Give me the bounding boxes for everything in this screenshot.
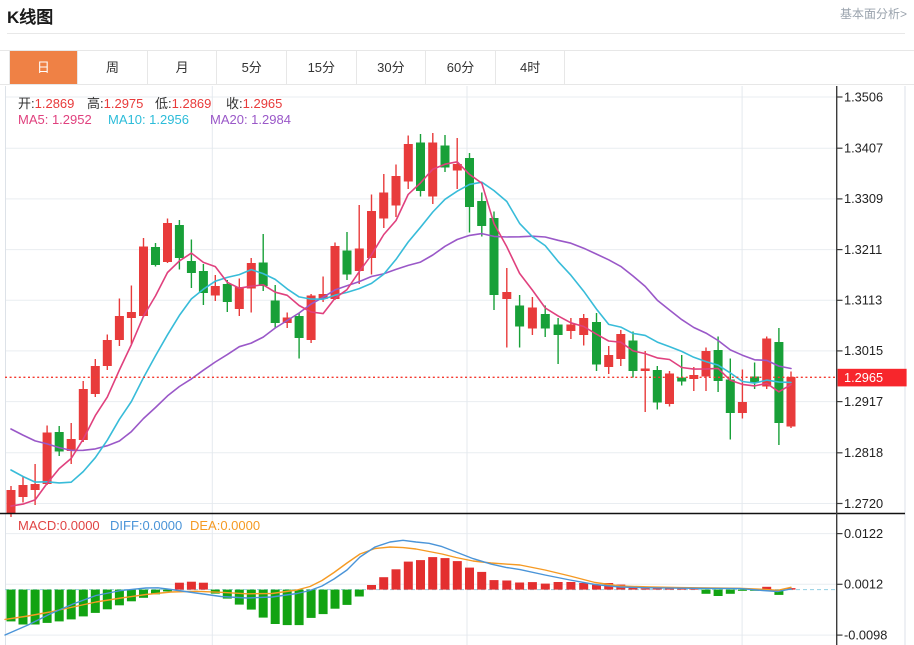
svg-text:1.2720: 1.2720 (844, 496, 883, 511)
svg-text:1.3015: 1.3015 (844, 343, 883, 358)
svg-text:1.2965: 1.2965 (844, 370, 883, 385)
svg-text:低:1.2869: 低:1.2869 (155, 96, 211, 111)
svg-text:DEA:0.0000: DEA:0.0000 (190, 518, 260, 533)
svg-text:1.3309: 1.3309 (844, 191, 883, 206)
svg-text:1.3407: 1.3407 (844, 141, 883, 156)
svg-text:高:1.2975: 高:1.2975 (87, 96, 143, 111)
svg-text:DIFF:0.0000: DIFF:0.0000 (110, 518, 182, 533)
svg-text:-0.0098: -0.0098 (844, 627, 887, 642)
svg-text:0.0012: 0.0012 (844, 577, 883, 592)
svg-text:MA5: 1.2952: MA5: 1.2952 (18, 112, 92, 127)
svg-text:1.2818: 1.2818 (844, 445, 883, 460)
svg-text:MACD:0.0000: MACD:0.0000 (18, 518, 100, 533)
svg-text:收:1.2965: 收:1.2965 (226, 96, 282, 111)
svg-text:1.2917: 1.2917 (844, 394, 883, 409)
svg-text:0.0122: 0.0122 (844, 526, 883, 541)
svg-text:MA20: 1.2984: MA20: 1.2984 (210, 112, 291, 127)
svg-text:1.3211: 1.3211 (844, 242, 882, 257)
svg-text:1.3506: 1.3506 (844, 89, 883, 104)
svg-text:MA10: 1.2956: MA10: 1.2956 (108, 112, 189, 127)
svg-text:开:1.2869: 开:1.2869 (18, 96, 74, 111)
svg-text:1.3113: 1.3113 (844, 293, 882, 308)
